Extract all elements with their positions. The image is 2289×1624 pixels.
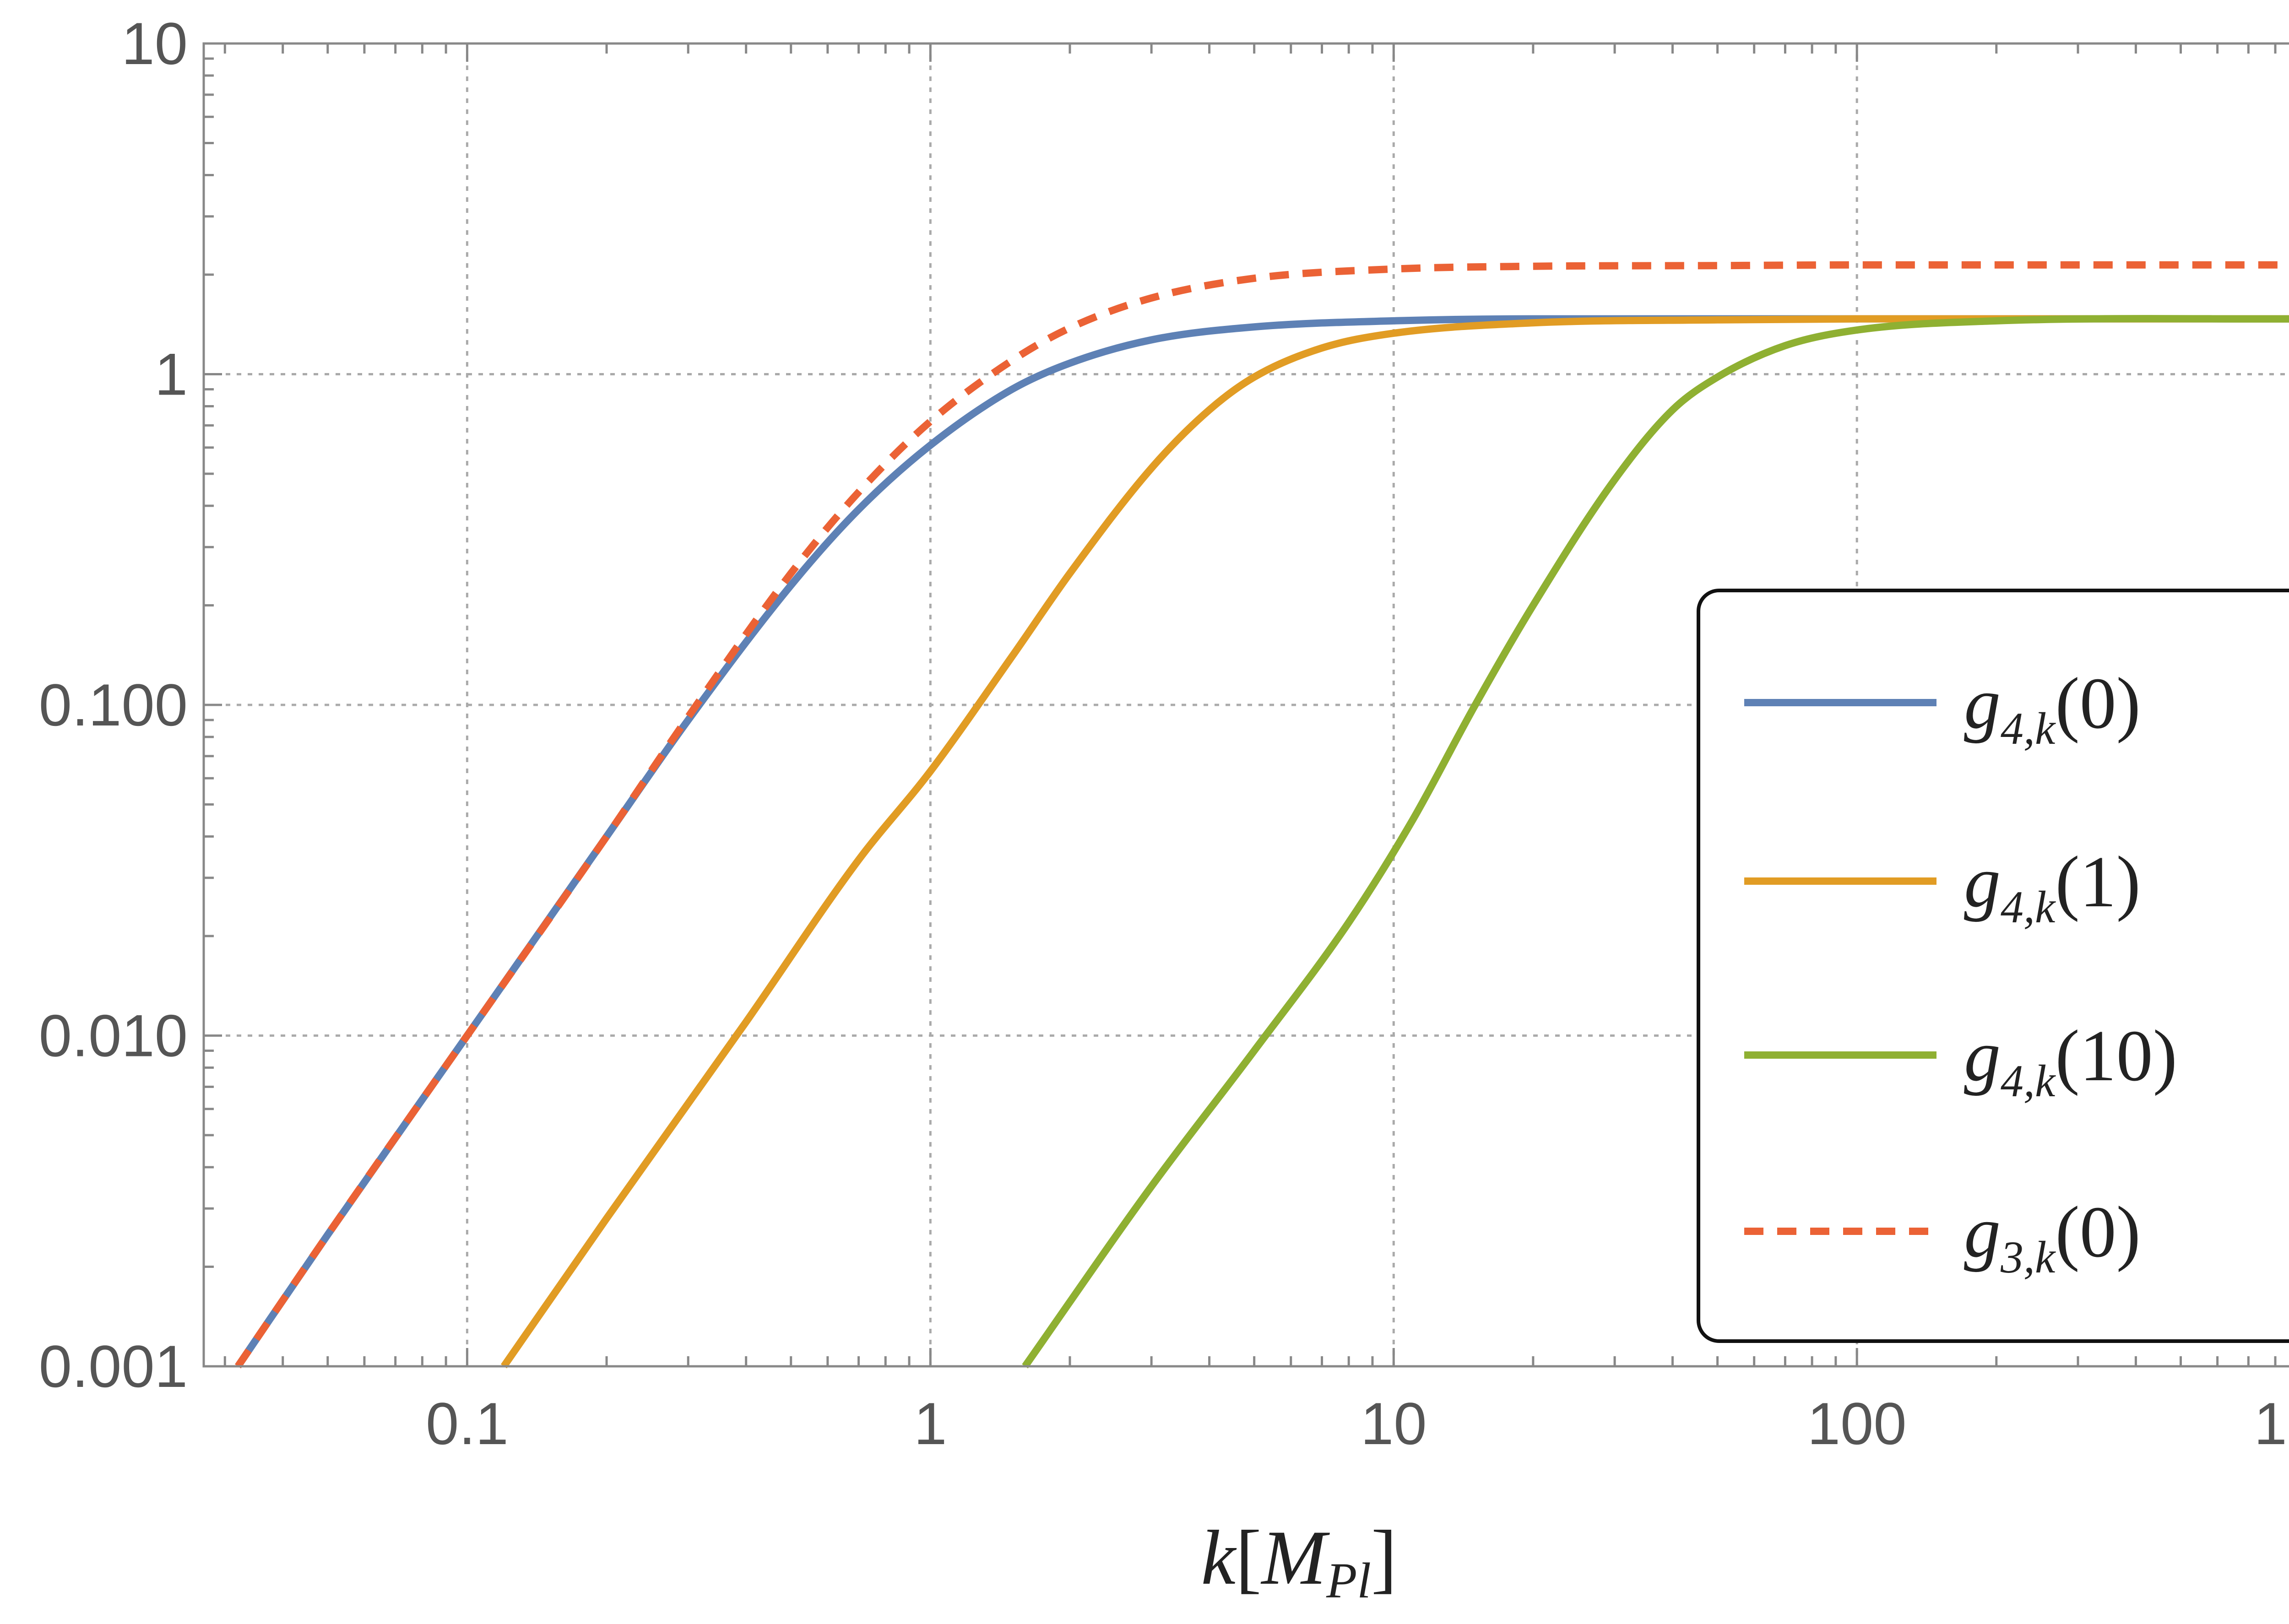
legend-label-base-2: g [1964,1015,2001,1096]
y-tick-label-0: 0.001 [39,1333,188,1400]
legend: g4,k(0)g4,k(1)g4,k(10)g3,k(0) [1697,589,2289,1343]
x-axis-label-main: k [1201,1515,1237,1601]
y-tick-label-3: 1 [155,341,188,408]
x-axis-label-sub: Pl [1326,1553,1371,1608]
legend-label-2: g4,k(10) [1964,1015,2177,1106]
x-tick-label-1: 1 [914,1390,947,1457]
legend-label-arg-1: (1) [2055,841,2141,922]
x-tick-label-3: 100 [1807,1390,1907,1457]
series-line-3 [235,261,2289,1369]
legend-label-arg-3: (0) [2055,1191,2141,1272]
x-tick-label-4: 1000 [2254,1390,2289,1457]
legend-label-3: g3,k(0) [1964,1191,2141,1283]
y-tick-label-1: 0.010 [39,1002,188,1069]
minor-ticks [204,42,2277,1368]
y-tick-label-4: 10 [121,10,188,77]
series-layer [235,261,2289,1369]
legend-label-sub-2: 4,k [2001,1056,2056,1106]
legend-label-arg-2: (10) [2055,1015,2177,1096]
legend-box [1697,589,2289,1343]
x-axis-label-open: [ [1236,1515,1262,1601]
x-tick-label-2: 10 [1361,1390,1427,1457]
legend-label-arg-0: (0) [2055,662,2141,744]
x-axis-label: k[MPl] [1201,1515,1397,1608]
legend-label-base-1: g [1964,841,2001,922]
x-axis-label-close: ] [1371,1515,1397,1601]
legend-label-sub-3: 3,k [2000,1232,2056,1283]
grid [204,43,2289,1366]
x-axis-label-var: M [1261,1515,1330,1601]
legend-label-base-3: g [1964,1191,2001,1272]
legend-label-sub-1: 4,k [2001,882,2056,932]
series-line-2 [1022,315,2289,1369]
y-tick-label-2: 0.100 [39,671,188,738]
legend-label-base-0: g [1964,662,2001,744]
legend-label-1: g4,k(1) [1964,841,2141,932]
legend-label-0: g4,k(0) [1964,662,2141,754]
tick-labels: 0.1 1 10 100 1000 0.001 0.010 0.100 1 10 [39,10,2289,1457]
legend-label-sub-0: 4,k [2001,703,2056,754]
series-line-1 [500,315,2289,1369]
x-tick-label-0: 0.1 [426,1390,509,1457]
